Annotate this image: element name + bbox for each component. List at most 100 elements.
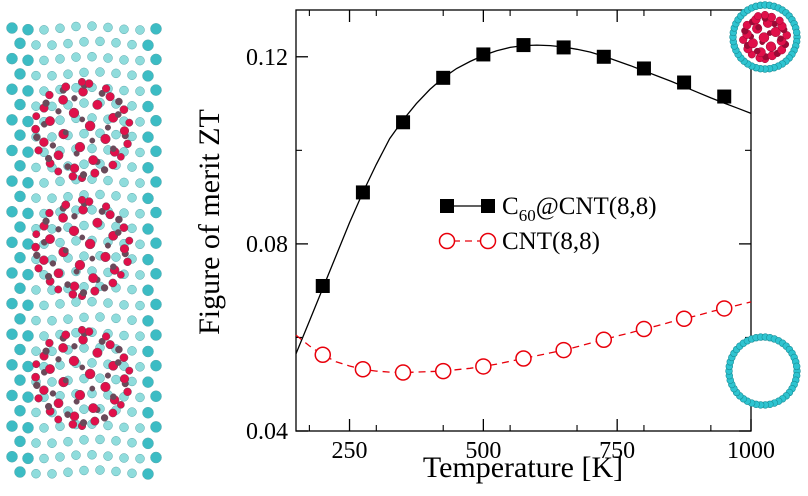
fullerene-atom xyxy=(31,242,40,252)
tube-atom xyxy=(79,404,89,414)
tube-atom xyxy=(55,23,65,34)
fullerene-atom xyxy=(45,272,53,281)
tube-atom xyxy=(14,37,26,50)
fullerene-atom xyxy=(53,150,64,161)
fullerene-atom xyxy=(100,284,109,292)
tube-atom xyxy=(150,114,162,127)
tube-atom xyxy=(63,38,73,49)
tube-atom xyxy=(31,315,41,326)
tube-atom xyxy=(142,131,154,143)
tube-atom xyxy=(135,423,145,433)
tube-atom xyxy=(6,175,18,187)
tube-atom xyxy=(71,82,81,93)
tube-atom xyxy=(6,389,18,402)
legend-marker-c60 xyxy=(481,199,495,213)
fullerene-atom xyxy=(54,285,63,294)
tube-atom xyxy=(71,450,81,460)
tube-atom xyxy=(111,313,121,324)
fullerene-atom xyxy=(88,155,99,166)
fullerene-atom xyxy=(71,213,78,220)
y-tick-label: 0.12 xyxy=(246,45,288,71)
fullerene-atom xyxy=(54,167,63,176)
fullerene-atom xyxy=(125,236,134,245)
tube-atom xyxy=(79,128,89,139)
tube-atom xyxy=(71,52,81,62)
fullerene-atom xyxy=(53,398,64,409)
fullerene-atom xyxy=(58,213,68,223)
data-point-square xyxy=(677,75,692,90)
nanotube-with-fullerenes-icon xyxy=(6,21,162,480)
tube-atom xyxy=(135,392,145,403)
tube-atom xyxy=(95,189,105,200)
tube-atom xyxy=(135,453,145,464)
tube-atom xyxy=(135,55,145,66)
fullerene-atom xyxy=(777,35,784,42)
tube-atom xyxy=(63,467,73,478)
tube-atom xyxy=(71,21,81,32)
tube-atom xyxy=(127,131,137,142)
tube-atom xyxy=(47,132,57,142)
tube-atom xyxy=(142,315,154,327)
tube-atom xyxy=(150,390,162,403)
tube-atom xyxy=(111,466,121,477)
tube-atom xyxy=(87,51,97,62)
fullerene-atom xyxy=(115,97,123,106)
tube-atom xyxy=(127,70,137,80)
tube-atom xyxy=(39,55,49,66)
tube-atom xyxy=(150,268,162,280)
fullerene-atom xyxy=(123,139,132,149)
tube-atom xyxy=(119,85,129,96)
y-axis-label: Figure of merit ZT xyxy=(193,109,226,335)
fullerene-atom xyxy=(55,226,62,233)
tube-atom xyxy=(71,297,81,307)
tube-atom xyxy=(79,465,89,476)
fullerene-atom xyxy=(104,124,111,131)
fullerene-atom xyxy=(110,145,117,152)
tube-atom xyxy=(87,450,97,460)
fullerene-atom xyxy=(84,197,94,206)
tube-atom xyxy=(55,421,65,432)
tube-atom xyxy=(6,297,18,310)
tube-atom xyxy=(150,359,162,372)
tube-atom xyxy=(135,270,145,280)
tube-atom xyxy=(14,221,26,233)
data-point-circle xyxy=(635,320,653,338)
tube-atom xyxy=(127,315,137,325)
tube-atom xyxy=(14,68,26,80)
tube-atom xyxy=(14,405,26,417)
fullerene-atom xyxy=(45,208,54,218)
fullerene-atom xyxy=(117,271,125,279)
tube-atom xyxy=(127,101,137,111)
tube-atom xyxy=(6,114,18,126)
legend-marker-cnt xyxy=(438,232,456,250)
fullerene-atom xyxy=(32,230,41,239)
tube-atom xyxy=(127,162,137,172)
tube-atom xyxy=(150,421,162,433)
legend-marker-c60 xyxy=(440,199,454,213)
fullerene-atom xyxy=(753,47,761,55)
fullerene-atom xyxy=(100,381,111,393)
tube-atom xyxy=(79,67,89,78)
data-point-square xyxy=(355,185,370,200)
fullerene-atom xyxy=(105,210,115,220)
fullerene-atom xyxy=(105,340,115,350)
data-point-square xyxy=(596,49,611,64)
fullerene-atom xyxy=(119,126,130,136)
tube-atom xyxy=(22,85,34,97)
fullerene-atom xyxy=(84,327,94,336)
fullerene-atom xyxy=(79,289,88,297)
tube-atom xyxy=(31,70,41,81)
fullerene-atom xyxy=(68,225,80,237)
fullerene-atom xyxy=(32,360,41,369)
tube-atom xyxy=(47,377,57,387)
fullerene-atom xyxy=(55,108,62,115)
tube-atom xyxy=(95,312,105,322)
tube-atom xyxy=(792,362,801,371)
fullerene-atom xyxy=(64,281,72,288)
tube-atom xyxy=(142,100,154,113)
tube-atom xyxy=(119,177,129,188)
tube-atom xyxy=(6,236,18,249)
fullerene-atom xyxy=(77,195,87,205)
tube-atom xyxy=(111,68,121,79)
